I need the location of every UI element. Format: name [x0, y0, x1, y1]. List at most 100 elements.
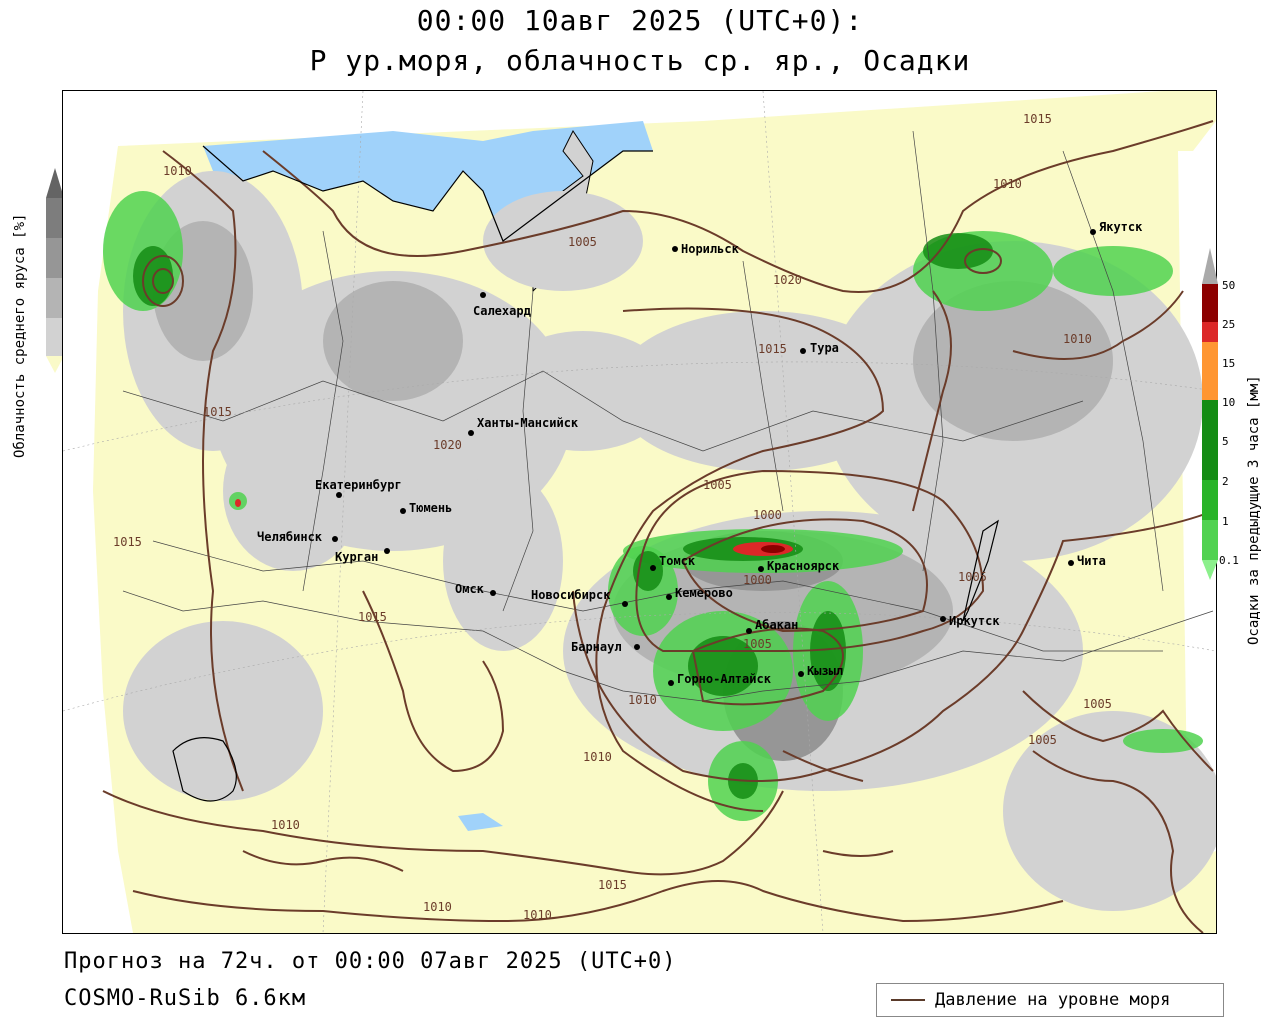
svg-text:Ханты-Мансийск: Ханты-Мансийск [477, 416, 579, 430]
forecast-map: 1010 1015 1005 1020 1015 1010 1010 1015 … [62, 90, 1217, 934]
svg-text:Красноярск: Красноярск [767, 559, 840, 573]
svg-text:Кызыл: Кызыл [807, 664, 843, 678]
svg-text:Тюмень: Тюмень [409, 501, 452, 515]
city-tyumen: Тюмень [400, 501, 452, 515]
isobar-label: 1010 [423, 900, 452, 914]
graticule [63, 91, 1216, 933]
city-kemerovo: Кемерово [666, 586, 733, 600]
svg-text:Иркутск: Иркутск [949, 614, 1000, 628]
left-colorbar-swatch-90plus [46, 168, 64, 198]
isobar-label: 1000 [743, 573, 772, 587]
pressure-legend: Давление на уровне моря [876, 983, 1224, 1017]
city-salekhard: Салехард [473, 292, 531, 318]
title-line-1: 00:00 10авг 2025 (UTC+0): [416, 4, 864, 37]
right-colorbar-swatch-2-5 [1202, 400, 1218, 480]
city-chita: Чита [1068, 554, 1106, 568]
right-tick-50: 50 [1222, 279, 1236, 292]
right-colorbar-swatch-15-25 [1202, 322, 1218, 342]
isobar-label: 1010 [628, 693, 657, 707]
svg-text:Якутск: Якутск [1099, 220, 1143, 234]
right-tick-0.1: 0.1 [1219, 554, 1239, 567]
right-tick-25: 25 [1222, 318, 1236, 331]
isobar-label: 1020 [773, 273, 802, 287]
city-gorno-altaysk: Горно-Алтайск [668, 672, 772, 686]
cities: Норильск Якутск Салехард Тура Ханты-Манс… [257, 220, 1143, 686]
city-omsk: Омск [455, 582, 496, 596]
svg-text:Челябинск: Челябинск [257, 530, 323, 544]
isobar-label: 1010 [1063, 332, 1092, 346]
svg-text:Барнаул: Барнаул [571, 640, 622, 654]
left-colorbar-swatch-70-90 [46, 198, 64, 238]
right-colorbar-swatch-5-10 [1202, 362, 1218, 400]
isobar-line-sample [891, 999, 925, 1001]
isobar-label: 1005 [743, 637, 772, 651]
svg-text:Горно-Алтайск: Горно-Алтайск [677, 672, 772, 686]
city-khanty-mansiysk: Ханты-Мансийск [468, 416, 579, 436]
isobar-label: 1005 [568, 235, 597, 249]
forecast-info: Прогноз на 72ч. от 00:00 07авг 2025 (UTC… [64, 949, 677, 974]
isobar-label: 1015 [203, 405, 232, 419]
svg-text:Кемерово: Кемерово [675, 586, 733, 600]
right-tick-10: 10 [1222, 396, 1236, 409]
right-tick-1: 1 [1222, 515, 1229, 528]
svg-text:Норильск: Норильск [681, 242, 740, 256]
right-colorbar-swatch-10-15-band [1202, 342, 1218, 362]
city-irkutsk: Иркутск [940, 614, 1000, 628]
city-novosibirsk: Новосибирск [531, 588, 628, 607]
isobar-label: 1000 [753, 508, 782, 522]
title-line-2: P ур.моря, облачность ср. яр., Осадки [309, 44, 971, 77]
isobar-label: 1010 [993, 177, 1022, 191]
right-colorbar [1202, 248, 1218, 592]
right-colorbar-swatch-1-2 [1202, 480, 1218, 520]
svg-text:Чита: Чита [1077, 554, 1106, 568]
city-ekaterinburg: Екатеринбург [315, 478, 402, 498]
right-colorbar-swatches [1202, 248, 1218, 580]
isobar-label: 1010 [583, 750, 612, 764]
city-tomsk: Томск [650, 554, 696, 571]
left-colorbar-swatch-below10 [46, 356, 64, 373]
left-colorbar-swatch-50-70 [46, 238, 64, 278]
admin-borders [122, 130, 1214, 702]
svg-text:Екатеринбург: Екатеринбург [315, 478, 402, 492]
map-canvas: 1010 1015 1005 1020 1015 1010 1010 1015 … [63, 91, 1216, 933]
isobar-label: 1010 [523, 908, 552, 922]
lake-balkhash [458, 813, 503, 831]
city-barnaul: Барнаул [571, 640, 640, 654]
svg-text:Абакан: Абакан [755, 618, 798, 632]
isobar-label: 1005 [1028, 733, 1057, 747]
right-tick-15: 15 [1222, 357, 1236, 370]
svg-text:Новосибирск: Новосибирск [531, 588, 611, 602]
isobar-label: 1015 [358, 610, 387, 624]
svg-text:Тура: Тура [810, 341, 839, 355]
city-tura: Тура [800, 341, 839, 355]
city-chelyabinsk: Челябинск [257, 530, 338, 544]
right-colorbar-swatch-below0.1 [1202, 560, 1218, 580]
right-colorbar-title: Осадки за предыдущие 3 часа [мм] [1246, 375, 1262, 645]
left-colorbar-swatch-30-50 [46, 278, 64, 318]
svg-text:Курган: Курган [335, 550, 378, 564]
left-colorbar-swatch-10-30 [46, 318, 64, 356]
svg-text:Салехард: Салехард [473, 304, 531, 318]
isobar-label: 1015 [1023, 112, 1052, 126]
isobar-label: 1020 [433, 438, 462, 452]
isobar-labels: 1010 1015 1005 1020 1015 1010 1010 1015 … [113, 112, 1112, 922]
city-abakan: Абакан [746, 618, 798, 634]
cloud-cover [123, 171, 1216, 911]
isobar-label: 1005 [1083, 697, 1112, 711]
right-tick-2: 2 [1222, 475, 1229, 488]
city-kyzyl: Кызыл [798, 664, 843, 678]
right-colorbar-swatch-0.1-1 [1202, 520, 1218, 560]
isobar-label: 1015 [113, 535, 142, 549]
pressure-legend-label: Давление на уровне моря [935, 990, 1171, 1010]
isobar-label: 1010 [271, 818, 300, 832]
city-norilsk: Норильск [672, 242, 740, 256]
left-colorbar-title: Облачность среднего яруса [%] [12, 213, 28, 458]
city-kurgan: Курган [335, 548, 390, 564]
right-colorbar-swatch-above50 [1202, 248, 1218, 284]
city-yakutsk: Якутск [1090, 220, 1143, 235]
city-krasnoyarsk: Красноярск [758, 559, 840, 573]
svg-text:Томск: Томск [659, 554, 696, 568]
isobar-label: 1015 [758, 342, 787, 356]
right-colorbar-swatch-25-50 [1202, 284, 1218, 322]
precipitation [103, 191, 1203, 821]
